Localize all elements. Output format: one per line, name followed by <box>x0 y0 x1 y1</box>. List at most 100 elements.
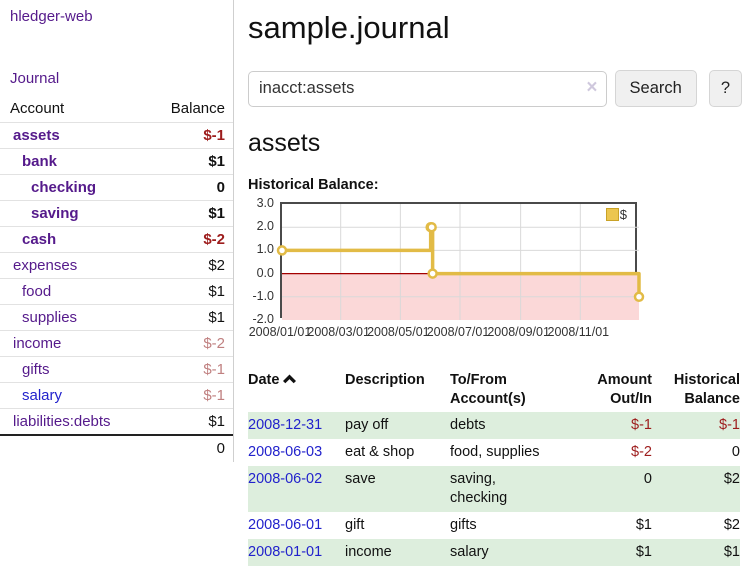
transaction-accounts: saving, checking <box>450 471 508 506</box>
account-link[interactable]: income <box>13 335 62 352</box>
page-title: sample.journal <box>248 10 450 45</box>
account-row: supplies $1 <box>0 304 233 330</box>
x-tick-label: 2008/03/01 <box>307 325 370 339</box>
transaction-amount: $-2 <box>631 444 652 460</box>
data-point-marker <box>427 268 438 279</box>
account-balance: $-2 <box>203 335 225 352</box>
accounts-total-row: 0 <box>0 434 233 461</box>
accounts-rows: assets $-1 bank $1 checking 0 saving $1 … <box>0 122 233 434</box>
transaction-balance: $2 <box>723 517 740 533</box>
search-bar: × Search ? <box>248 70 742 107</box>
account-link[interactable]: food <box>22 283 52 300</box>
transaction-accounts: gifts <box>450 517 477 533</box>
transaction-balance: $2 <box>723 471 740 487</box>
data-point-marker <box>276 245 288 256</box>
clear-search-icon[interactable]: × <box>586 76 598 98</box>
account-link[interactable]: liabilities:debts <box>13 413 111 430</box>
account-row: assets $-1 <box>0 122 233 148</box>
sort-ascending-icon <box>283 374 297 384</box>
y-tick-label: 3.0 <box>256 196 274 210</box>
y-tick-label: 2.0 <box>256 219 274 234</box>
balance-column-header-register: Historical Balance <box>673 372 740 407</box>
app-title-link[interactable]: hledger-web <box>10 8 93 25</box>
y-tick-label: 0.0 <box>256 265 274 280</box>
transaction-description: pay off <box>345 417 389 433</box>
register-row: 2008-06-03 eat & shop food, supplies $-2… <box>248 439 740 466</box>
data-point-marker <box>426 221 437 233</box>
account-row: checking 0 <box>0 174 233 200</box>
search-input[interactable] <box>248 70 607 107</box>
register-header-row: Date Description To/From Account(s) Amou… <box>248 368 740 412</box>
chart-legend: $ <box>605 207 627 222</box>
account-row: gifts $-1 <box>0 356 233 382</box>
transaction-date-link[interactable]: 2008-06-01 <box>248 517 323 533</box>
transaction-balance: 0 <box>731 444 740 460</box>
account-balance: $-2 <box>203 231 225 248</box>
transaction-amount: 0 <box>643 471 652 487</box>
account-row: liabilities:debts $1 <box>0 408 233 434</box>
account-link[interactable]: gifts <box>22 361 50 378</box>
date-column-header[interactable]: Date <box>248 368 345 412</box>
chart-title: Historical Balance: <box>248 177 379 193</box>
x-tick-label: 2008/07/01 <box>426 325 490 339</box>
sidebar-divider <box>233 0 234 462</box>
account-link[interactable]: supplies <box>22 309 78 326</box>
account-balance: $1 <box>208 205 225 222</box>
account-row: cash $-2 <box>0 226 233 252</box>
account-column-header: Account <box>10 100 65 117</box>
account-row: income $-2 <box>0 330 233 356</box>
transaction-description: eat & shop <box>345 444 415 460</box>
account-heading: assets <box>248 129 321 157</box>
data-point-marker <box>633 291 645 303</box>
main-content: sample.journal × Search ? assets Histori… <box>246 0 742 566</box>
accounts-table: Account Balance assets $-1 bank $1 check… <box>0 96 233 461</box>
chart-svg <box>276 204 645 320</box>
account-row: expenses $2 <box>0 252 233 278</box>
account-link[interactable]: salary <box>22 387 63 404</box>
transaction-amount: $1 <box>635 517 652 533</box>
chart-plot-area: $ <box>276 202 645 320</box>
transaction-date-link[interactable]: 2008-06-02 <box>248 471 323 487</box>
total-balance-value: 0 <box>216 440 225 457</box>
transaction-balance: $-1 <box>719 417 740 433</box>
account-balance: 0 <box>216 179 225 196</box>
register-row: 2008-06-02 save saving, checking 0 $2 <box>248 466 740 512</box>
balance-column-header: Balance <box>170 100 225 117</box>
transaction-date-link[interactable]: 2008-01-01 <box>248 544 323 560</box>
legend-label: $ <box>619 207 627 222</box>
help-button[interactable]: ? <box>708 70 742 107</box>
register-row: 2008-06-01 gift gifts $1 $2 <box>248 512 740 539</box>
account-link[interactable]: cash <box>22 231 57 248</box>
account-balance: $-1 <box>203 127 225 144</box>
account-link[interactable]: checking <box>31 179 97 196</box>
account-balance: $-1 <box>203 361 225 378</box>
transaction-date-link[interactable]: 2008-12-31 <box>248 417 323 433</box>
account-balance: $1 <box>208 309 225 326</box>
transaction-date-link[interactable]: 2008-06-03 <box>248 444 323 460</box>
x-tick-label: 2008/09/01 <box>487 325 550 339</box>
account-row: food $1 <box>0 278 233 304</box>
legend-swatch-icon <box>605 208 619 221</box>
account-link[interactable]: expenses <box>13 257 78 274</box>
nav-journal-link[interactable]: Journal <box>10 70 60 87</box>
transaction-balance: $1 <box>723 544 740 560</box>
account-link[interactable]: assets <box>13 127 60 144</box>
account-link[interactable]: saving <box>31 205 79 222</box>
accounts-table-header: Account Balance <box>0 96 233 122</box>
transaction-accounts: debts <box>450 417 486 433</box>
account-balance: $1 <box>208 153 225 170</box>
search-button[interactable]: Search <box>614 70 697 107</box>
register-row: 2008-12-31 pay off debts $-1 $-1 <box>248 412 740 439</box>
account-link[interactable]: bank <box>22 153 58 170</box>
account-balance: $1 <box>208 413 225 430</box>
transaction-amount: $-1 <box>631 417 652 433</box>
account-balance: $1 <box>208 283 225 300</box>
description-column-header: Description <box>345 372 425 388</box>
x-tick-label: 2008/11/01 <box>547 325 610 339</box>
search-box: × <box>248 70 607 107</box>
tofrom-column-header: To/From Account(s) <box>450 372 526 407</box>
transaction-amount: $1 <box>635 544 652 560</box>
amount-column-header: Amount Out/In <box>597 372 652 407</box>
account-row: saving $1 <box>0 200 233 226</box>
